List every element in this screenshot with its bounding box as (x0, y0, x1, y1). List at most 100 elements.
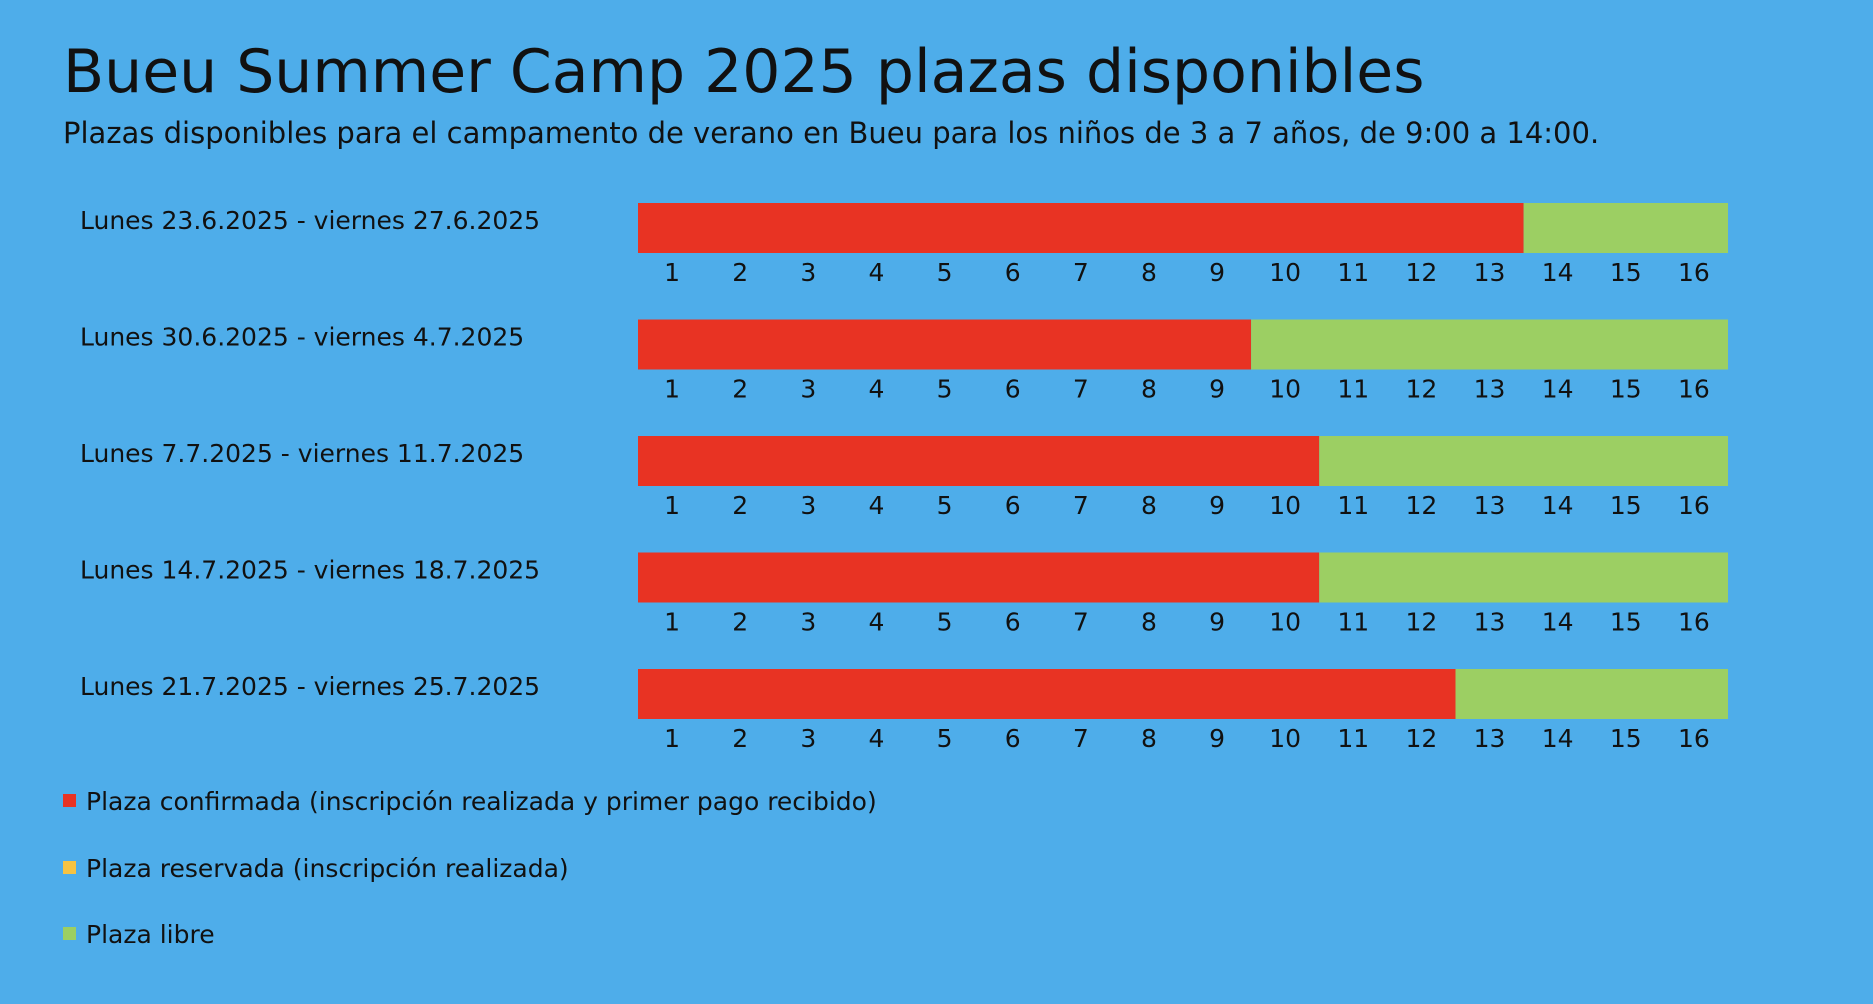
slot-number-label: 1 (664, 375, 680, 404)
slot-number-label: 9 (1209, 375, 1225, 404)
bar-segment-confirmed (638, 436, 1320, 486)
slot-number-label: 9 (1209, 258, 1225, 287)
slot-number-label: 8 (1141, 724, 1157, 753)
slot-number-label: 14 (1542, 724, 1574, 753)
bar-segment-free (1251, 319, 1728, 370)
slot-number-label: 12 (1406, 608, 1438, 637)
slot-number-label: 4 (868, 375, 884, 404)
slot-number-label: 9 (1209, 724, 1225, 753)
slot-number-label: 6 (1005, 375, 1021, 404)
slot-number-label: 6 (1005, 491, 1021, 520)
bar-segment-free (1319, 436, 1728, 486)
week-label: Lunes 7.7.2025 - viernes 11.7.2025 (80, 439, 524, 468)
slot-number-label: 12 (1406, 724, 1438, 753)
slot-number-label: 8 (1141, 491, 1157, 520)
bar-segment-confirmed (638, 203, 1524, 253)
slot-number-label: 13 (1474, 724, 1506, 753)
slot-number-label: 11 (1337, 608, 1369, 637)
slot-number-label: 3 (800, 724, 816, 753)
slot-number-label: 6 (1005, 724, 1021, 753)
slot-number-label: 2 (732, 608, 748, 637)
slot-number-label: 1 (664, 724, 680, 753)
slot-number-label: 7 (1073, 258, 1089, 287)
slot-number-label: 6 (1005, 608, 1021, 637)
chart-title: Bueu Summer Camp 2025 plazas disponibles (63, 37, 1425, 107)
legend-swatch-reserved (63, 861, 76, 874)
legend-swatch-free (63, 927, 76, 940)
slot-number-label: 12 (1406, 375, 1438, 404)
slot-number-label: 13 (1474, 375, 1506, 404)
slot-number-label: 8 (1141, 608, 1157, 637)
legend-label-free: Plaza libre (86, 920, 215, 949)
slot-number-label: 10 (1269, 608, 1301, 637)
slot-number-label: 3 (800, 258, 816, 287)
slot-number-label: 16 (1678, 491, 1710, 520)
bar-segment-free (1455, 669, 1728, 719)
slot-number-label: 12 (1406, 491, 1438, 520)
slot-number-label: 1 (664, 608, 680, 637)
slot-number-label: 15 (1610, 724, 1642, 753)
slot-number-label: 3 (800, 375, 816, 404)
slot-number-label: 14 (1542, 258, 1574, 287)
slot-number-label: 5 (937, 608, 953, 637)
slot-number-label: 5 (937, 724, 953, 753)
legend-item-confirmed: Plaza confirmada (inscripción realizada … (63, 785, 877, 819)
slot-number-label: 14 (1542, 491, 1574, 520)
bar-segment-confirmed (638, 319, 1252, 370)
slot-number-label: 15 (1610, 258, 1642, 287)
slot-number-label: 13 (1474, 258, 1506, 287)
slot-number-label: 10 (1269, 724, 1301, 753)
slot-number-label: 2 (732, 491, 748, 520)
slot-number-label: 16 (1678, 258, 1710, 287)
slot-number-label: 4 (868, 608, 884, 637)
slot-number-label: 1 (664, 258, 680, 287)
week-label: Lunes 30.6.2025 - viernes 4.7.2025 (80, 323, 524, 352)
slot-number-label: 5 (937, 491, 953, 520)
slot-number-label: 8 (1141, 375, 1157, 404)
slot-number-label: 8 (1141, 258, 1157, 287)
slot-number-label: 2 (732, 258, 748, 287)
slot-number-label: 7 (1073, 608, 1089, 637)
slot-number-label: 12 (1406, 258, 1438, 287)
slot-number-label: 11 (1337, 375, 1369, 404)
bar-segment-free (1523, 203, 1728, 253)
legend-label-confirmed: Plaza confirmada (inscripción realizada … (86, 787, 877, 816)
legend-item-reserved: Plaza reservada (inscripción realizada) (63, 852, 569, 886)
slot-number-label: 15 (1610, 375, 1642, 404)
week-label: Lunes 14.7.2025 - viernes 18.7.2025 (80, 556, 540, 585)
slot-number-label: 15 (1610, 608, 1642, 637)
slot-number-label: 2 (732, 724, 748, 753)
slot-number-label: 6 (1005, 258, 1021, 287)
slot-number-label: 3 (800, 608, 816, 637)
legend-label-reserved: Plaza reservada (inscripción realizada) (86, 854, 569, 883)
slot-number-label: 13 (1474, 491, 1506, 520)
legend-item-free: Plaza libre (63, 918, 215, 952)
slot-number-label: 14 (1542, 608, 1574, 637)
slot-number-label: 10 (1269, 491, 1301, 520)
slot-number-label: 11 (1337, 491, 1369, 520)
slot-number-label: 11 (1337, 258, 1369, 287)
slot-number-label: 16 (1678, 608, 1710, 637)
slot-number-label: 11 (1337, 724, 1369, 753)
week-label: Lunes 21.7.2025 - viernes 25.7.2025 (80, 672, 540, 701)
bar-segment-confirmed (638, 552, 1320, 603)
slot-number-label: 5 (937, 375, 953, 404)
slot-number-label: 4 (868, 258, 884, 287)
slot-number-label: 14 (1542, 375, 1574, 404)
slot-number-label: 9 (1209, 491, 1225, 520)
slot-number-label: 16 (1678, 724, 1710, 753)
bar-segment-free (1319, 552, 1728, 603)
bar-segment-confirmed (638, 669, 1456, 719)
slot-number-label: 2 (732, 375, 748, 404)
legend-swatch-confirmed (63, 794, 76, 807)
slot-number-label: 4 (868, 724, 884, 753)
week-label: Lunes 23.6.2025 - viernes 27.6.2025 (80, 206, 540, 235)
slot-number-label: 9 (1209, 608, 1225, 637)
slot-number-label: 7 (1073, 491, 1089, 520)
slot-number-label: 3 (800, 491, 816, 520)
slot-number-label: 15 (1610, 491, 1642, 520)
slot-number-label: 10 (1269, 258, 1301, 287)
slot-number-label: 16 (1678, 375, 1710, 404)
slot-number-label: 7 (1073, 724, 1089, 753)
